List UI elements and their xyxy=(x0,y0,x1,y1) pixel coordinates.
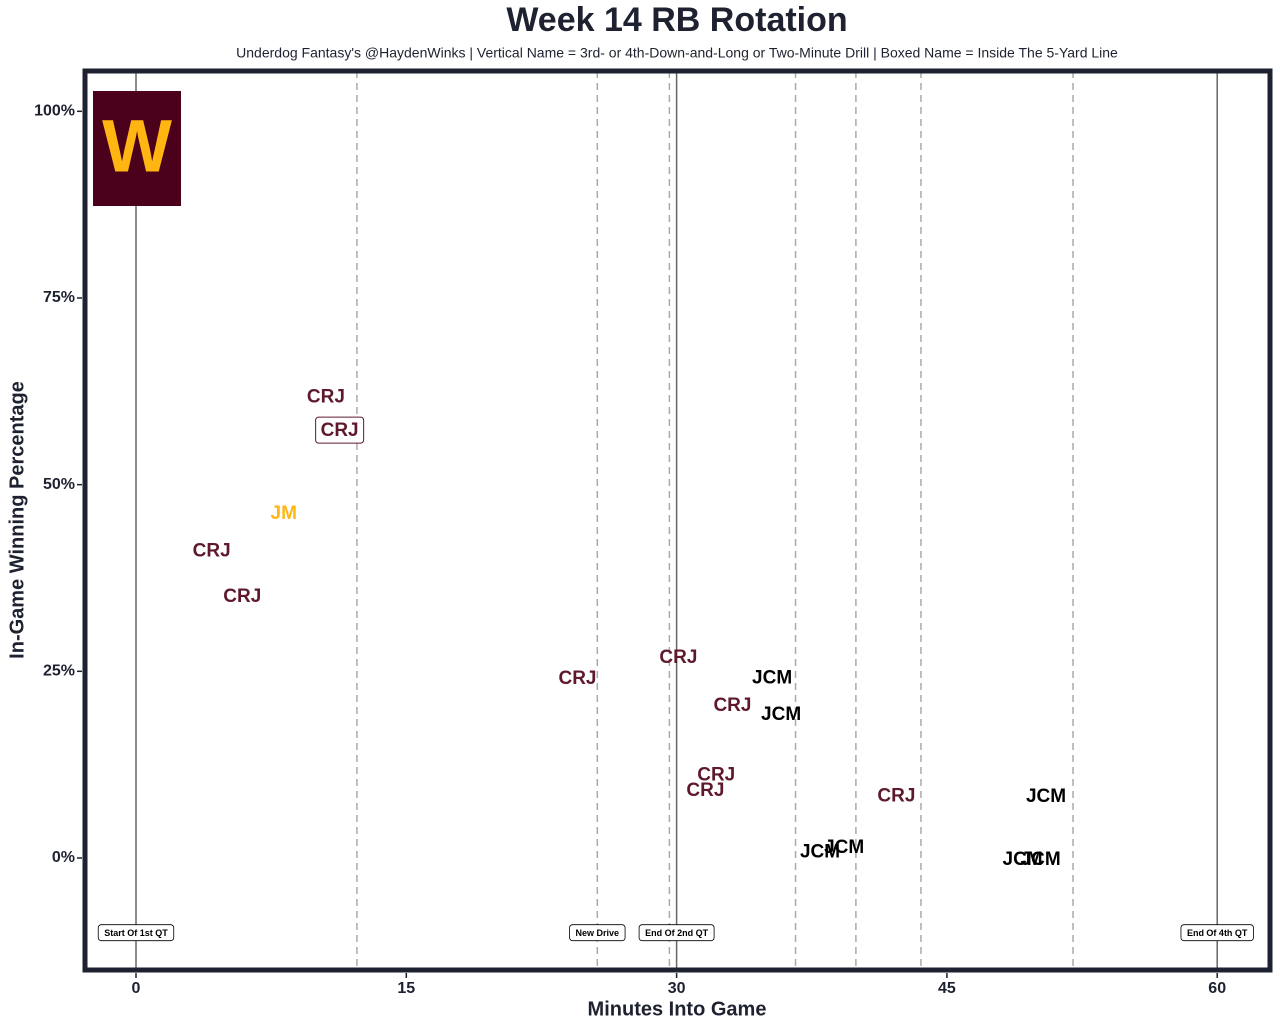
rb-label: CRJ xyxy=(697,764,735,785)
y-tick-label: 25% xyxy=(43,663,75,680)
chart-subtitle: Underdog Fantasy's @HaydenWinks | Vertic… xyxy=(236,45,1118,61)
event-label: End Of 2nd QT xyxy=(645,928,708,938)
x-tick-label: 0 xyxy=(132,980,141,997)
rb-label: JM xyxy=(271,503,297,524)
rb-label: CRJ xyxy=(686,780,724,801)
x-tick-label: 45 xyxy=(938,980,956,997)
rb-label: CRJ xyxy=(193,540,231,561)
rb-label: JCM xyxy=(761,704,801,725)
rb-label: JCM xyxy=(1026,786,1066,807)
y-tick-label: 0% xyxy=(52,849,75,866)
event-label: End Of 4th QT xyxy=(1187,928,1248,938)
event-label-box xyxy=(97,924,175,942)
team-logo-text: W xyxy=(102,105,172,188)
rb-label: CRJ xyxy=(877,785,915,806)
y-tick-label: 50% xyxy=(43,476,75,493)
rb-label: CRJ xyxy=(659,647,697,668)
event-label-box xyxy=(569,924,626,942)
rb-label: CRJ xyxy=(307,387,345,408)
rb-label: JCM xyxy=(1003,849,1043,870)
rb-label: CRJ xyxy=(223,586,261,607)
rb-label: JCM xyxy=(824,837,864,858)
rb-label: CRJ xyxy=(713,695,751,716)
y-axis-label: In-Game Winning Percentage xyxy=(6,381,28,659)
x-tick-label: 30 xyxy=(668,980,686,997)
event-label-box xyxy=(1180,924,1254,942)
event-label: Start Of 1st QT xyxy=(104,928,168,938)
y-tick-label: 100% xyxy=(34,103,75,120)
team-logo xyxy=(93,91,181,206)
rb-label: JCM xyxy=(752,667,792,688)
rb-label: CRJ xyxy=(558,668,596,689)
rb-label: JCM xyxy=(800,841,840,862)
event-label: New Drive xyxy=(576,928,620,938)
y-tick-label: 75% xyxy=(43,289,75,306)
rb-label: JCM xyxy=(1021,849,1061,870)
plot-frame xyxy=(82,68,1273,973)
event-label-box xyxy=(638,924,715,942)
rb-label: CRJ xyxy=(321,420,359,441)
x-tick-label: 60 xyxy=(1208,980,1226,997)
rb-label-box xyxy=(315,416,365,444)
chart-title: Week 14 RB Rotation xyxy=(506,1,847,39)
x-tick-label: 15 xyxy=(397,980,415,997)
x-axis-label: Minutes Into Game xyxy=(588,998,767,1020)
